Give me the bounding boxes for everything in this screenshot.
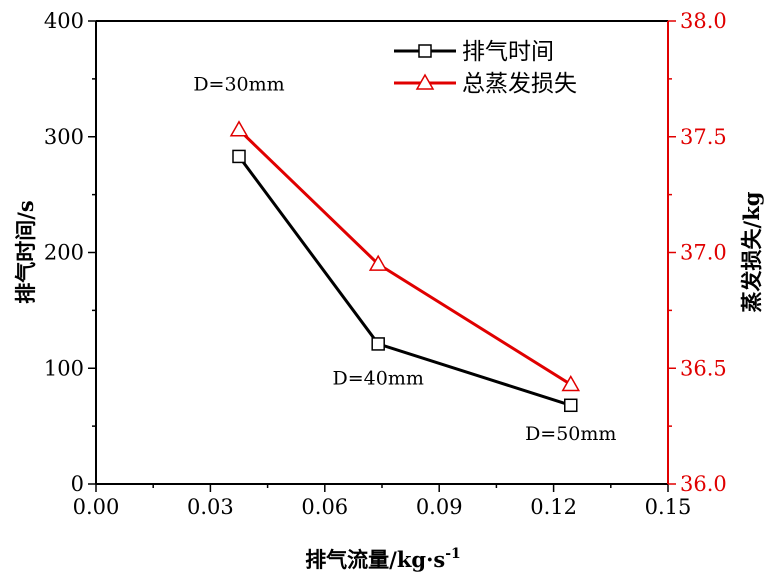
y-right-tick-label: 37.5 [680, 125, 727, 149]
series-layer [229, 120, 581, 413]
x-axis-title-superscript: -1 [445, 546, 461, 562]
y-left-tick-label: 200 [44, 241, 84, 265]
legend-entry-label: 排气时间 [462, 39, 554, 65]
x-axis-title: 排气流量/kg·s-1 [305, 546, 461, 572]
y-left-tick-label: 0 [71, 472, 84, 496]
y-left-tick-label: 100 [44, 356, 84, 380]
annotations: D=30mm D=40mm D=50mm [193, 73, 616, 445]
x-tick-label: 0.15 [645, 495, 692, 519]
data-point-triangle [229, 120, 249, 137]
data-point-triangle [561, 374, 581, 392]
point-annotation: D=50mm [525, 423, 616, 445]
y-right-tick-label: 37.0 [680, 241, 727, 265]
y-axis-right-title: 蒸发损失/kg [739, 191, 764, 312]
series-1 [232, 149, 578, 413]
y-right-tick-label: 36.5 [680, 356, 727, 380]
y-left-tick-label: 400 [44, 9, 84, 33]
x-tick-label: 0.03 [187, 495, 234, 519]
series-2 [229, 120, 581, 392]
x-axis-title-main: 排气流量/kg·s [305, 547, 445, 572]
series-line [237, 128, 572, 386]
x-tick-label: 0.06 [301, 495, 348, 519]
x-tick-label: 0.00 [73, 495, 120, 519]
y-right-tick-label: 38.0 [680, 9, 727, 33]
legend-entry-label: 总蒸发损失 [462, 71, 577, 97]
y-axis-left-title: 排气时间/s [13, 200, 38, 304]
data-point-triangle [415, 73, 435, 90]
data-point-square [371, 337, 385, 351]
data-point-triangle [368, 254, 388, 271]
ticks: 0.00 0.03 0.06 0.09 0.12 0.15 0 100 200 300 400 36.… [44, 9, 727, 519]
point-annotation: D=30mm [193, 73, 284, 95]
data-point-square [564, 398, 578, 413]
point-annotation: D=40mm [332, 367, 423, 389]
x-tick-label: 0.09 [416, 495, 463, 519]
y-right-tick-label: 36.0 [680, 472, 727, 496]
y-left-tick-label: 300 [44, 125, 84, 149]
data-point-square [418, 44, 432, 58]
axes [95, 20, 669, 485]
x-tick-label: 0.12 [530, 495, 577, 519]
data-point-square [232, 149, 246, 164]
